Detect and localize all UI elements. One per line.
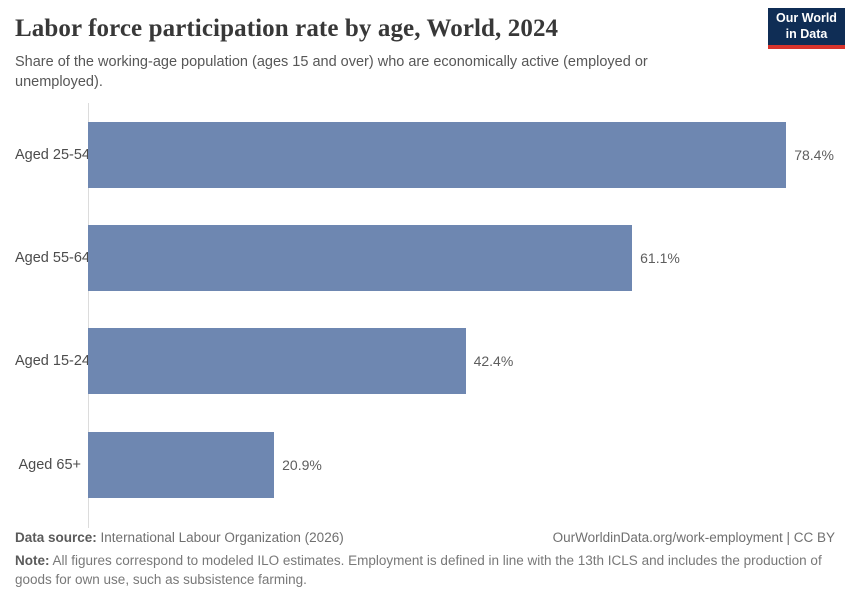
bar-row-aged-15-24: Aged 15-24 42.4% (15, 328, 845, 394)
owid-logo-line2: in Data (785, 26, 828, 41)
note-text: All figures correspond to modeled ILO es… (15, 553, 822, 587)
owid-logo[interactable]: Our World in Data (768, 8, 845, 49)
source-row: Data source: International Labour Organi… (15, 530, 835, 545)
bar (88, 328, 466, 394)
plot-area: 61.1% (88, 225, 845, 291)
owid-url-link[interactable]: OurWorldinData.org/work-employment | CC … (552, 530, 835, 545)
bar (88, 122, 787, 188)
data-source: Data source: International Labour Organi… (15, 530, 344, 545)
bar-chart: Aged 25-54 78.4% Aged 55-64 61.1% Aged 1… (0, 103, 850, 528)
bar-row-aged-65-plus: Aged 65+ 20.9% (15, 432, 845, 498)
chart-subtitle: Share of the working-age population (age… (15, 54, 648, 91)
plot-area: 42.4% (88, 328, 845, 394)
note-row: Note: All figures correspond to modeled … (15, 552, 835, 589)
bar (88, 432, 275, 498)
data-source-value: International Labour Organization (2026) (100, 530, 344, 545)
data-source-label: Data source: (15, 530, 97, 545)
category-label: Aged 25-54 (15, 147, 90, 163)
owid-logo-line1: Our World (776, 10, 837, 25)
value-label: 61.1% (640, 250, 680, 266)
value-label: 20.9% (282, 457, 322, 473)
category-label: Aged 15-24 (15, 353, 90, 369)
value-label: 78.4% (794, 147, 834, 163)
note-label: Note: (15, 553, 50, 568)
chart-footer: Data source: International Labour Organi… (15, 530, 835, 589)
category-label: Aged 55-64 (15, 250, 90, 266)
bar-row-aged-55-64: Aged 55-64 61.1% (15, 225, 845, 291)
category-label: Aged 65+ (18, 457, 82, 473)
value-label: 42.4% (473, 353, 514, 369)
plot-area: 20.9% (88, 432, 845, 498)
bar (88, 225, 633, 291)
page-title: Labor force participation rate by age, W… (15, 15, 559, 42)
plot-area: 78.4% (88, 122, 845, 188)
y-axis-line (88, 103, 89, 528)
bar-row-aged-25-54: Aged 25-54 78.4% (15, 122, 845, 188)
